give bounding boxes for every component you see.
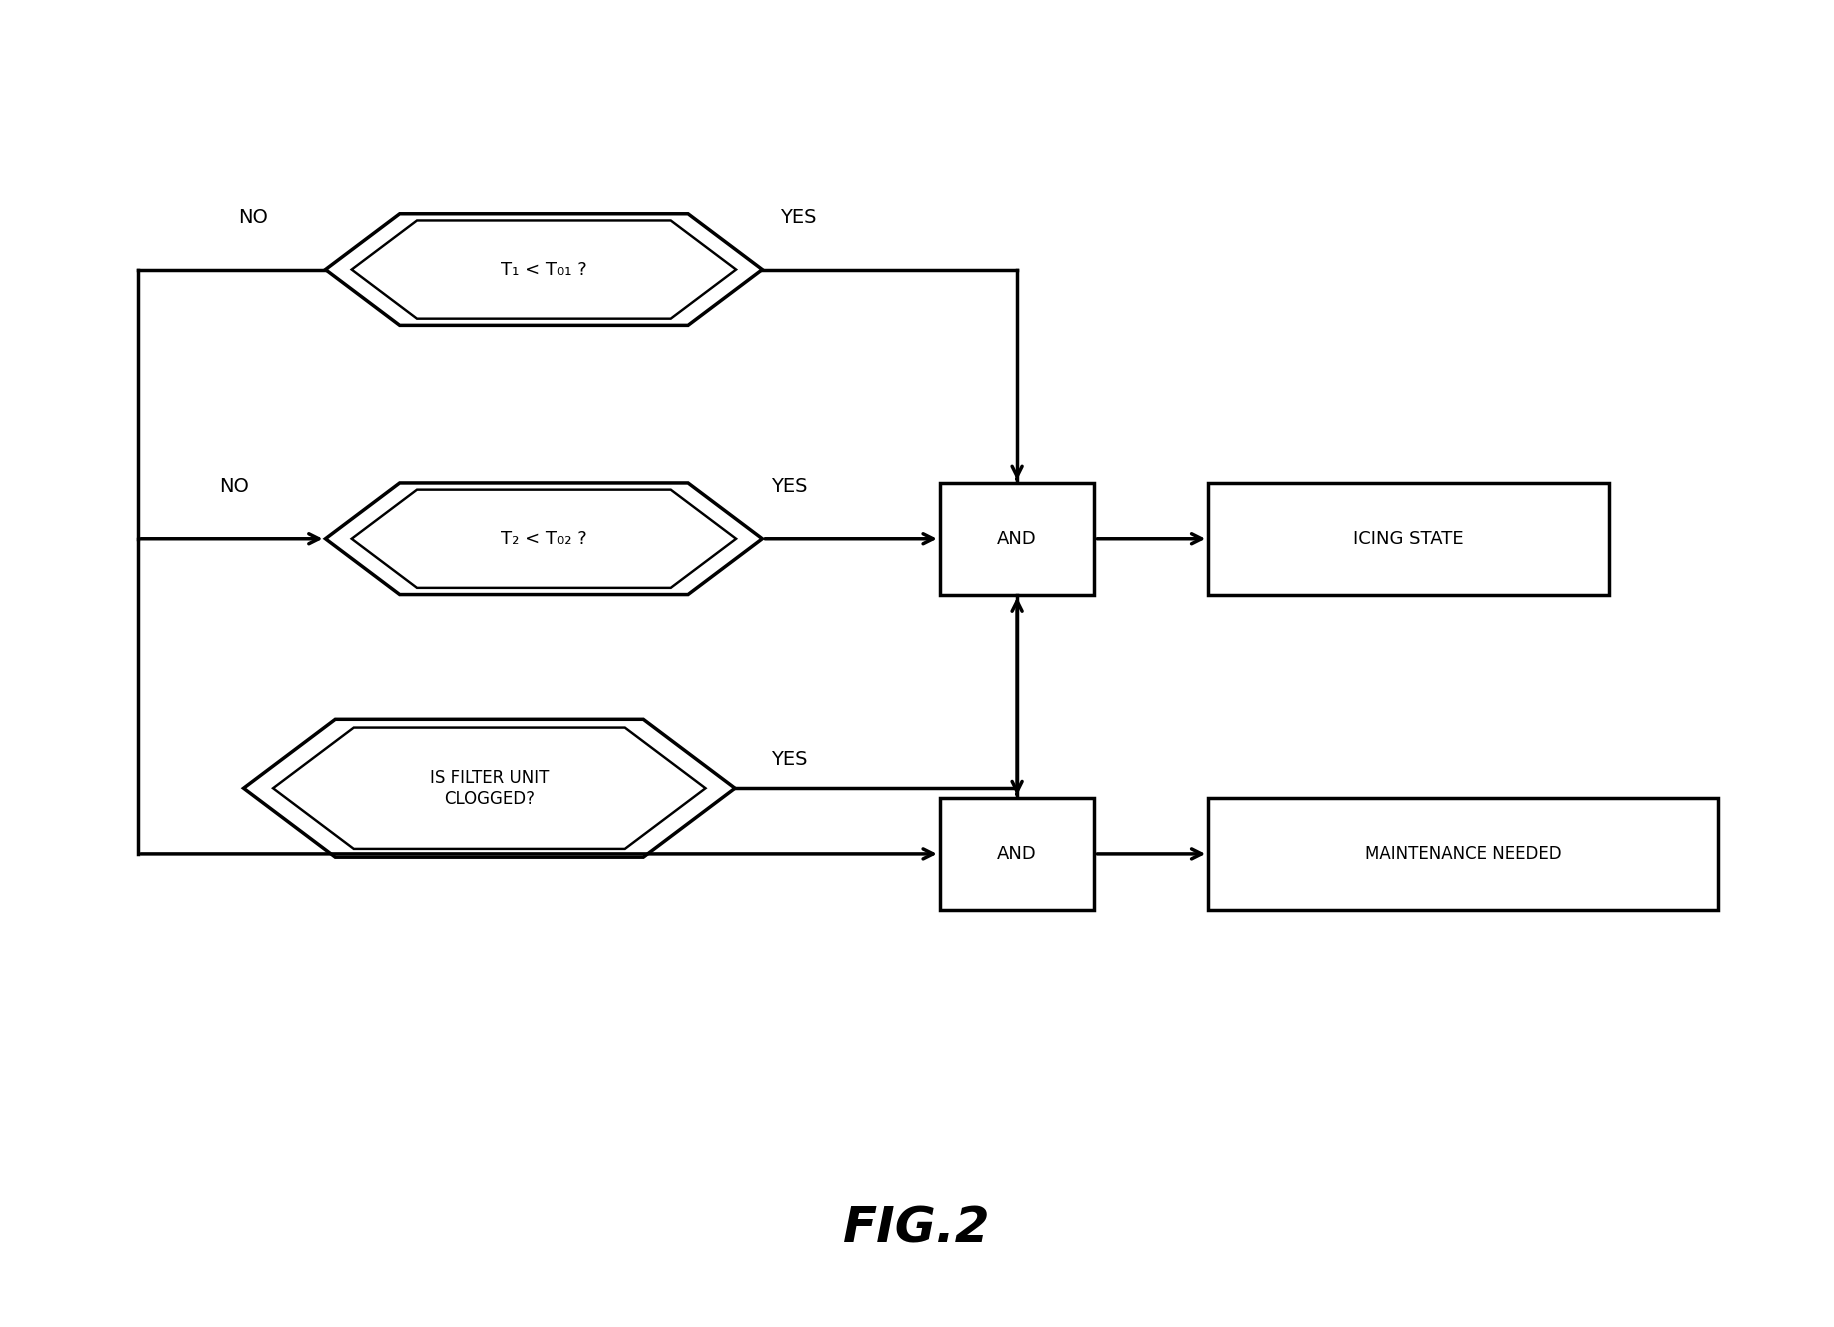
Text: AND: AND [998,845,1036,863]
Bar [939,798,1095,910]
Text: NO: NO [220,476,249,496]
Bar [1209,483,1608,594]
Polygon shape [325,214,763,325]
Text: FIG.2: FIG.2 [844,1204,990,1253]
Text: NO: NO [238,207,268,227]
Text: MAINTENANCE NEEDED: MAINTENANCE NEEDED [1364,845,1561,863]
Bar [1209,798,1718,910]
Text: YES: YES [772,750,807,768]
Text: YES: YES [772,476,807,496]
Polygon shape [325,483,763,594]
Text: ICING STATE: ICING STATE [1353,529,1464,548]
Polygon shape [244,719,735,857]
Text: T₁ < T₀₁ ?: T₁ < T₀₁ ? [501,260,587,279]
Text: AND: AND [998,529,1036,548]
Text: YES: YES [781,207,816,227]
Text: T₂ < T₀₂ ?: T₂ < T₀₂ ? [501,529,587,548]
Bar [939,483,1095,594]
Text: IS FILTER UNIT
CLOGGED?: IS FILTER UNIT CLOGGED? [429,768,548,808]
